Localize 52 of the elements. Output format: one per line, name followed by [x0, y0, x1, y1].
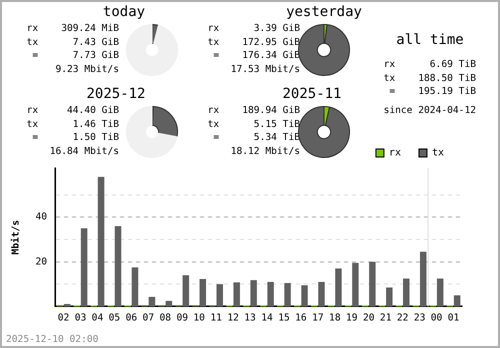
legend-label: rx	[388, 148, 401, 159]
x-tick-label: 13	[244, 312, 256, 324]
text: since 2024-04-12	[382, 104, 476, 118]
text: 2025-12-10 02:00	[6, 334, 98, 345]
chart-title: today	[102, 4, 146, 20]
x-tick-label: 08	[160, 312, 172, 324]
x-tick-label: 02	[58, 312, 70, 324]
x-tick-label: 10	[193, 312, 206, 324]
x-tick-label: 07	[142, 312, 154, 324]
x-tick-label: 16	[295, 312, 307, 324]
x-tick-label: 18	[329, 312, 341, 324]
text: 16.84 Mbit/s	[48, 144, 119, 158]
text: = 195.19 TiB	[388, 85, 476, 98]
text: rx 309.24 MiB	[26, 22, 119, 36]
text: rx 6.69 TiB	[382, 58, 476, 72]
x-tick-label: 05	[108, 312, 120, 324]
text: tx 188.50 TiB	[382, 72, 476, 85]
x-tick-label: 15	[278, 312, 290, 324]
x-tick-label: 17	[312, 312, 324, 324]
y-axis-title: Mbit/s	[10, 220, 22, 255]
x-tick-label: 09	[176, 312, 188, 324]
x-tick-label: 19	[346, 312, 358, 324]
chart-title: 2025-12	[85, 86, 146, 102]
text: = 1.50 TiB	[31, 131, 119, 144]
x-tick-label: 22	[396, 312, 408, 324]
text: = 7.73 GiB	[31, 49, 119, 62]
chart-title: 2025-11	[281, 86, 342, 102]
text: rx 3.39 GiB	[206, 22, 300, 36]
text: rx 189.94 GiB	[206, 104, 300, 118]
x-tick-label: 04	[92, 312, 104, 324]
chart-title: yesterday	[285, 4, 363, 20]
text: tx 5.15 TiB	[206, 118, 300, 131]
x-tick-label: 06	[126, 312, 138, 324]
text: tx 1.46 TiB	[26, 118, 119, 131]
y-tick-label: 40	[36, 212, 48, 223]
x-tick-label: 03	[74, 312, 86, 324]
x-tick-label: 12	[227, 312, 239, 324]
text: 9.23 Mbit/s	[54, 62, 119, 76]
x-tick-label: 14	[261, 312, 274, 324]
x-tick-label: 21	[380, 312, 392, 324]
x-tick-label: 23	[414, 312, 426, 324]
text: tx 7.43 GiB	[26, 36, 119, 49]
text: 18.12 Mbit/s	[230, 144, 300, 158]
text: rx 44.40 GiB	[26, 104, 119, 118]
text: all time	[395, 32, 465, 48]
x-tick-label: 01	[448, 312, 460, 324]
x-tick-label: 20	[362, 312, 375, 324]
x-tick-label: 00	[430, 312, 443, 324]
text: tx 172.95 GiB	[206, 36, 300, 49]
text: 17.53 Mbit/s	[230, 62, 300, 76]
legend-label: tx	[432, 148, 444, 159]
x-tick-label: 11	[210, 312, 222, 324]
